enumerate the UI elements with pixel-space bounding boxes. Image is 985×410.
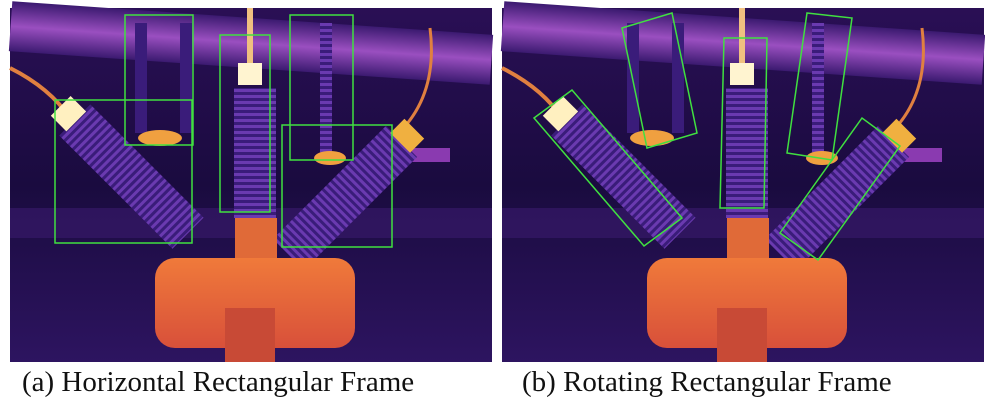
panel-image-b	[501, 1, 985, 362]
caption: (a) Horizontal Rectangular Frame	[22, 366, 414, 399]
figure-images	[0, 0, 985, 365]
caption: (b) Rotating Rectangular Frame	[522, 366, 892, 399]
panel-image-a	[9, 1, 493, 362]
figure: (a) Horizontal Rectangular Frame (b) Rot…	[0, 0, 985, 410]
